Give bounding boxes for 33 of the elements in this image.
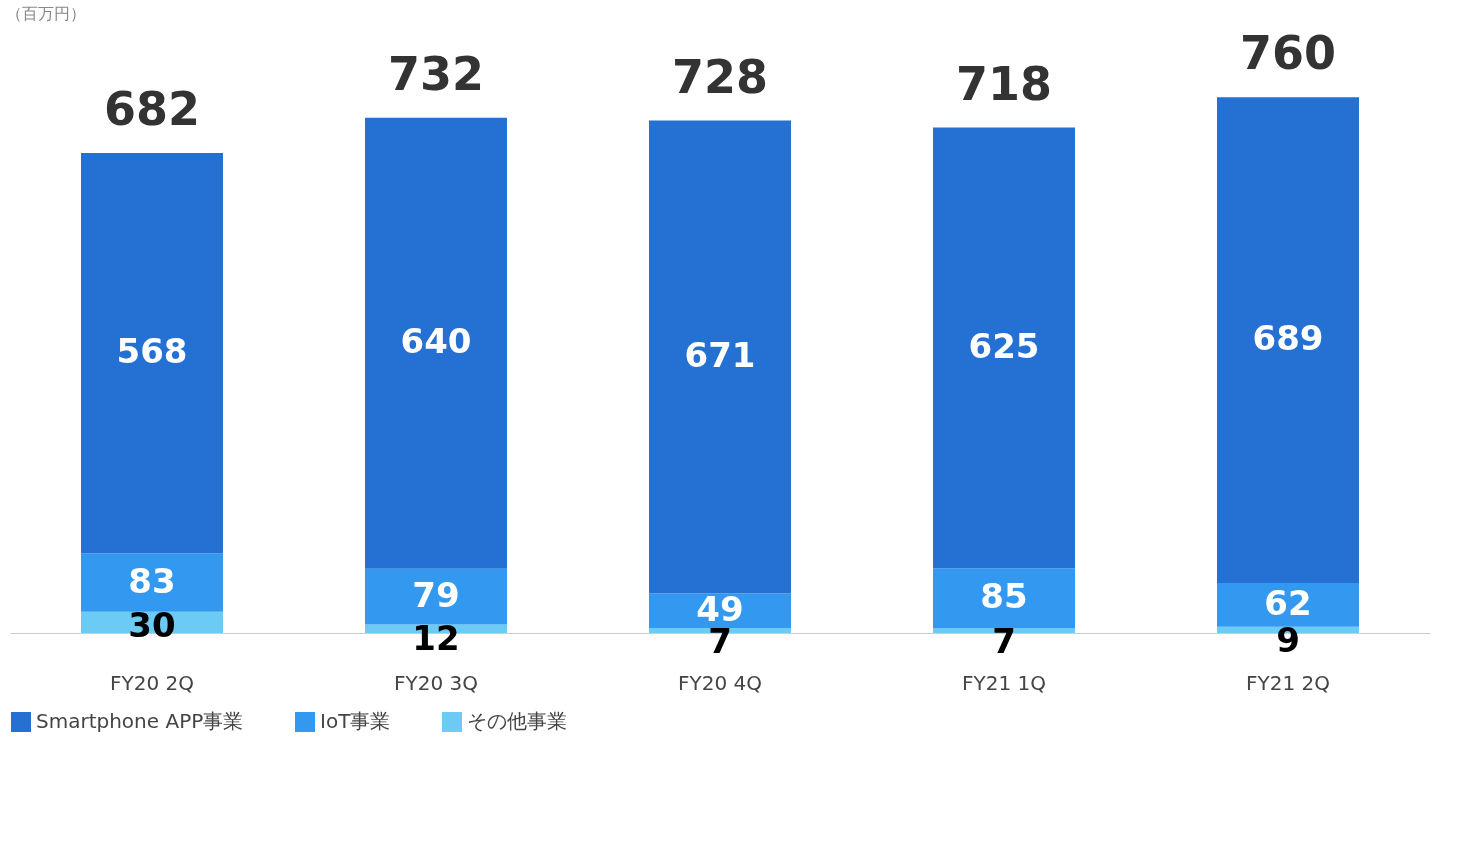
data-label: 79 [412, 574, 460, 615]
total-label: 718 [955, 56, 1053, 111]
bar [933, 127, 1075, 569]
y-axis-title: （百万円） [5, 3, 86, 23]
total-label: 682 [103, 81, 201, 136]
x-tick-label: FY21 1Q [962, 670, 1046, 695]
x-tick-label: FY21 2Q [1246, 670, 1330, 695]
bar [365, 117, 507, 569]
data-label: 625 [968, 325, 1040, 366]
total-label: 760 [1239, 26, 1337, 81]
data-label: 62 [1264, 582, 1312, 623]
bar [81, 152, 223, 554]
bar [1217, 97, 1359, 583]
x-tick-label: FY20 4Q [678, 670, 762, 695]
data-label: 83 [128, 560, 176, 601]
legend-label: その他事業 [467, 709, 567, 733]
x-tick-label: FY20 2Q [110, 670, 194, 695]
legend-label: Smartphone APP事業 [36, 709, 244, 733]
total-label: 732 [387, 46, 485, 101]
data-label: 640 [400, 321, 472, 362]
bar [649, 120, 791, 594]
bar [365, 568, 507, 625]
data-label: 568 [116, 331, 188, 372]
bar [81, 553, 223, 612]
data-label: 689 [1252, 318, 1324, 359]
total-label: 728 [671, 49, 769, 104]
bar [1217, 582, 1359, 627]
data-label: 671 [684, 335, 756, 376]
bar [933, 568, 1075, 629]
data-label: 7 [992, 621, 1016, 662]
legend-label: IoT事業 [320, 709, 391, 733]
x-tick-label: FY20 3Q [394, 670, 478, 695]
data-label: 85 [980, 576, 1028, 617]
